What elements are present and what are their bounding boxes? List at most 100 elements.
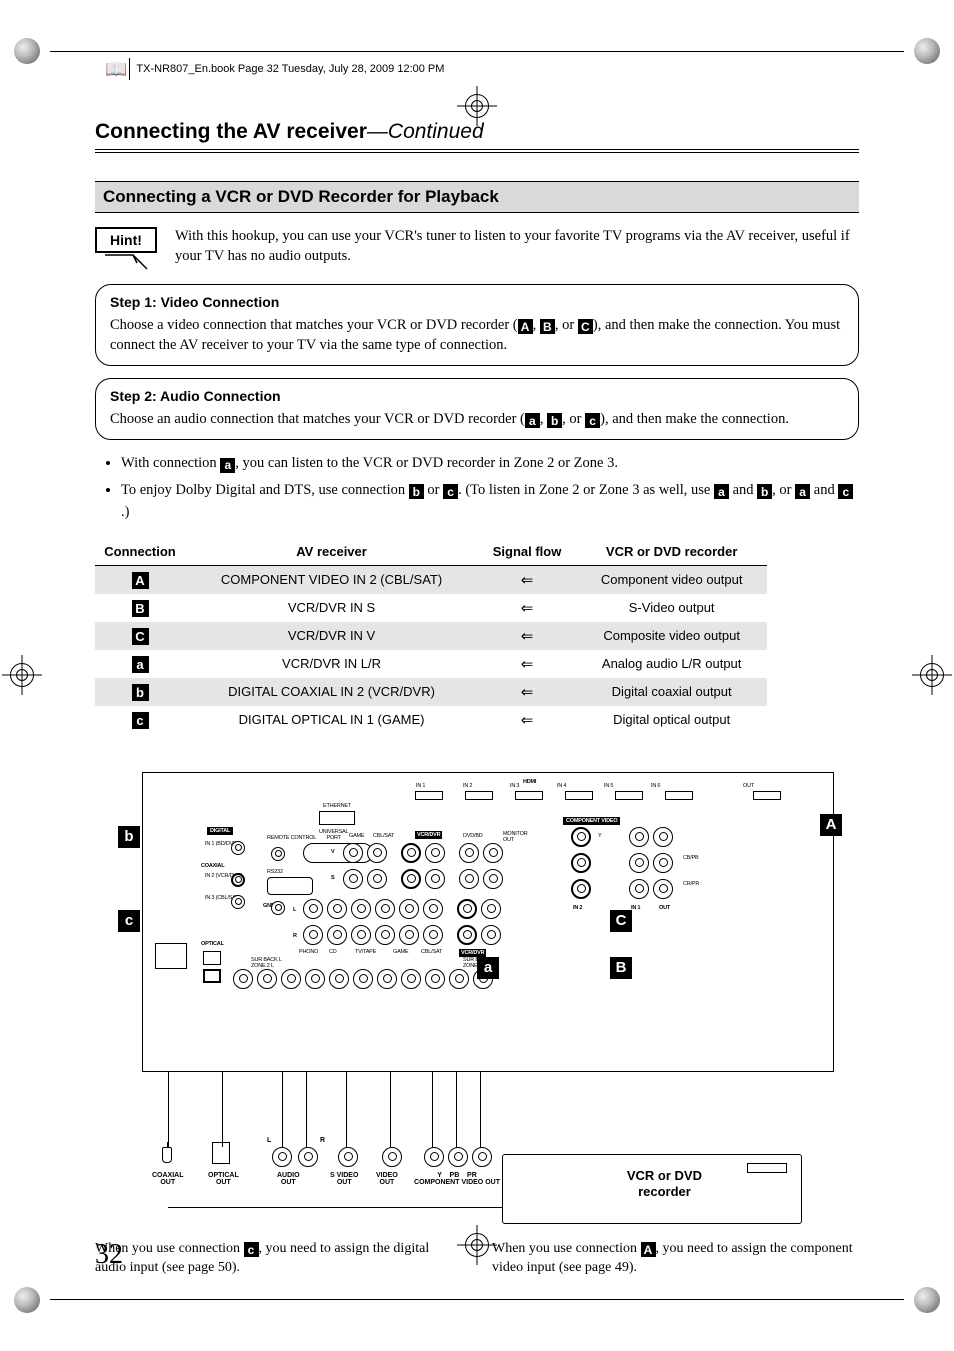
label-digital: DIGITAL (207, 827, 233, 835)
step-2-post: ), and then make the connection. (600, 411, 789, 427)
label-coaxial-out: COAXIAL OUT (152, 1172, 184, 1187)
plug-comp-pb (448, 1147, 468, 1167)
step-1-title: Step 1: Video Connection (110, 293, 844, 313)
receiver-back-panel: HDMI IN 1 IN 2 IN 3 IN 4 IN 5 IN 6 OUT D… (142, 772, 834, 1072)
row-tag: a (132, 656, 149, 673)
th-source: VCR or DVD recorder (576, 538, 767, 566)
hint-box: Hint! (95, 227, 157, 253)
tag-a: a (525, 413, 540, 428)
label-audio-out: AUDIO OUT (277, 1172, 300, 1187)
table-row: A COMPONENT VIDEO IN 2 (CBL/SAT)⇐Componen… (95, 565, 767, 594)
bullet-1: With connection a, you can listen to the… (121, 452, 859, 474)
row-source: Analog audio L/R output (576, 650, 767, 678)
jack-optical-1 (203, 951, 221, 965)
wiring-diagram: HDMI IN 1 IN 2 IN 3 IN 4 IN 5 IN 6 OUT D… (112, 752, 842, 1232)
jack-vcr-v (401, 843, 421, 863)
hint-label: Hint! (110, 232, 142, 248)
row-flow: ⇐ (478, 706, 576, 734)
th-connection: Connection (95, 538, 185, 566)
plug-svideo (338, 1147, 358, 1167)
tag-b: b (547, 413, 562, 428)
running-header-text: TX-NR807_En.book Page 32 Tuesday, July 2… (136, 63, 444, 75)
tag-B: B (540, 319, 555, 334)
row-tag: B (132, 600, 149, 617)
section-title: Connecting the AV receiver (95, 120, 367, 143)
crop-line-bottom (50, 1299, 904, 1300)
row-source: S-Video output (576, 594, 767, 622)
row-tag: A (132, 572, 149, 589)
row-flow: ⇐ (478, 565, 576, 594)
row-source: Digital coaxial output (576, 678, 767, 706)
page-number: 32 (95, 1239, 123, 1271)
row-receiver: DIGITAL COAXIAL IN 2 (VCR/DVR) (185, 678, 478, 706)
ethernet-port (319, 811, 355, 825)
table-row: bDIGITAL COAXIAL IN 2 (VCR/DVR)⇐Digital … (95, 678, 767, 706)
footnote-left: When you use connection c, you need to a… (95, 1240, 462, 1278)
row-tag: C (132, 628, 149, 645)
step-2-title: Step 2: Audio Connection (110, 387, 844, 407)
book-icon: 📖 (105, 60, 123, 78)
th-flow: Signal flow (478, 538, 576, 566)
step-2-pre: Choose an audio connection that matches … (110, 411, 525, 427)
bullet-list: With connection a, you can listen to the… (121, 452, 859, 523)
jack-vcr-l (457, 899, 477, 919)
jack-vcr-r (457, 925, 477, 945)
footnote-tag-c: c (244, 1242, 259, 1257)
plug-coaxial (162, 1147, 172, 1163)
section-continued: —Continued (367, 120, 484, 143)
row-receiver: VCR/DVR IN S (185, 594, 478, 622)
step-1-pre: Choose a video connection that matches y… (110, 317, 518, 333)
diagram-tag-a: a (477, 957, 499, 979)
row-source: Component video output (576, 565, 767, 594)
plug-audio-l (272, 1147, 292, 1167)
footnote-right: When you use connection A, you need to a… (492, 1240, 859, 1278)
step-2-box: Step 2: Audio Connection Choose an audio… (95, 378, 859, 440)
bullet-2: To enjoy Dolby Digital and DTS, use conn… (121, 479, 859, 524)
print-dot-tl (14, 38, 40, 64)
th-receiver: AV receiver (185, 538, 478, 566)
row-source: Composite video output (576, 622, 767, 650)
table-row: B VCR/DVR IN S⇐S-Video output (95, 594, 767, 622)
subsection-band: Connecting a VCR or DVD Recorder for Pla… (95, 181, 859, 213)
plug-comp-pr (472, 1147, 492, 1167)
diagram-tag-c: c (118, 910, 140, 932)
crop-line-top (50, 51, 904, 52)
hint-block: Hint! With this hookup, you can use your… (95, 227, 859, 266)
hint-pointer-icon (103, 253, 149, 271)
plug-video (382, 1147, 402, 1167)
tag-c: c (585, 413, 600, 428)
tag-C: C (578, 319, 593, 334)
plug-comp-y (424, 1147, 444, 1167)
label-optical-out: OPTICAL OUT (208, 1172, 239, 1187)
table-row: a VCR/DVR IN L/R⇐Analog audio L/R output (95, 650, 767, 678)
rs232-port (267, 877, 313, 895)
row-flow: ⇐ (478, 650, 576, 678)
vcr-device-label: VCR or DVD recorder (627, 1168, 702, 1199)
tag-a-inline: a (220, 458, 235, 473)
row-tag: b (132, 684, 149, 701)
diagram-tag-B: B (610, 957, 632, 979)
jack-coax-3 (231, 895, 245, 909)
row-flow: ⇐ (478, 622, 576, 650)
table-row: CVCR/DVR IN V⇐Composite video output (95, 622, 767, 650)
table-header-row: Connection AV receiver Signal flow VCR o… (95, 538, 767, 566)
diagram-tag-b: b (118, 826, 140, 848)
row-receiver: COMPONENT VIDEO IN 2 (CBL/SAT) (185, 565, 478, 594)
label-svideo-out: S VIDEO OUT (330, 1172, 358, 1187)
print-dot-bl (14, 1287, 40, 1313)
tag-A: A (518, 319, 533, 334)
diagram-tag-A: A (820, 814, 842, 836)
row-receiver: VCR/DVR IN L/R (185, 650, 478, 678)
regmark-right (912, 655, 952, 695)
ir-block (155, 943, 187, 969)
print-dot-tr (914, 38, 940, 64)
step-1-box: Step 1: Video Connection Choose a video … (95, 284, 859, 366)
label-hdmi: HDMI (523, 779, 536, 785)
footnotes: When you use connection c, you need to a… (95, 1240, 859, 1278)
page-content: 📖 TX-NR807_En.book Page 32 Tuesday, July… (95, 120, 859, 1231)
row-flow: ⇐ (478, 594, 576, 622)
row-tag: c (132, 712, 149, 729)
hdmi-slot (415, 791, 443, 800)
jack-vcr-s (401, 869, 421, 889)
hint-text: With this hookup, you can use your VCR's… (175, 227, 859, 266)
